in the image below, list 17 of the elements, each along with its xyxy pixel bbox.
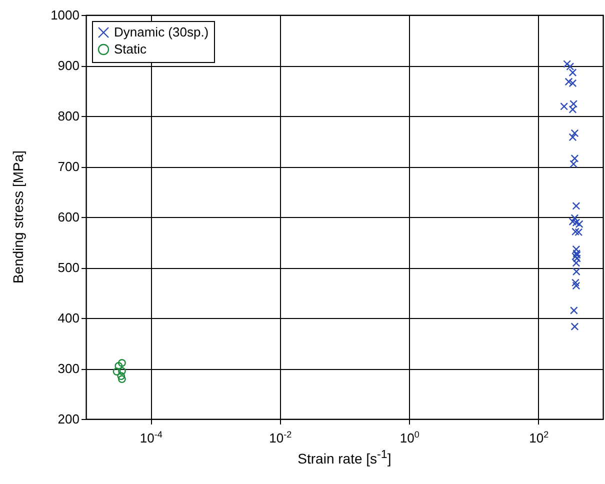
y-tick-label: 600: [58, 210, 80, 224]
legend-label: Dynamic (30sp.): [114, 24, 209, 40]
x-tick-label: 10$^{-4}$: [140, 430, 162, 446]
y-tick-label: 700: [58, 159, 80, 174]
y-tick-label: 1000: [50, 8, 80, 22]
x-tick-label: 10$^{-2}$: [269, 430, 292, 446]
y-tick-label: 300: [58, 361, 80, 376]
y-tick-label: 200: [58, 412, 80, 426]
x-tick-label: 10$^{2}$: [529, 430, 549, 446]
x-axis-title: Strain rate [s$^{-1}$]: [296, 448, 392, 467]
y-axis-title: Bending stress [MPa]: [10, 150, 26, 284]
y-tick-label: 800: [58, 108, 80, 124]
y-tick-label: 400: [58, 310, 80, 326]
y-tick-label: 900: [58, 58, 80, 73]
y-tick-label: 500: [58, 260, 80, 275]
x-tick-label: 10$^{0}$: [400, 430, 420, 446]
legend-label: Static: [114, 42, 148, 56]
